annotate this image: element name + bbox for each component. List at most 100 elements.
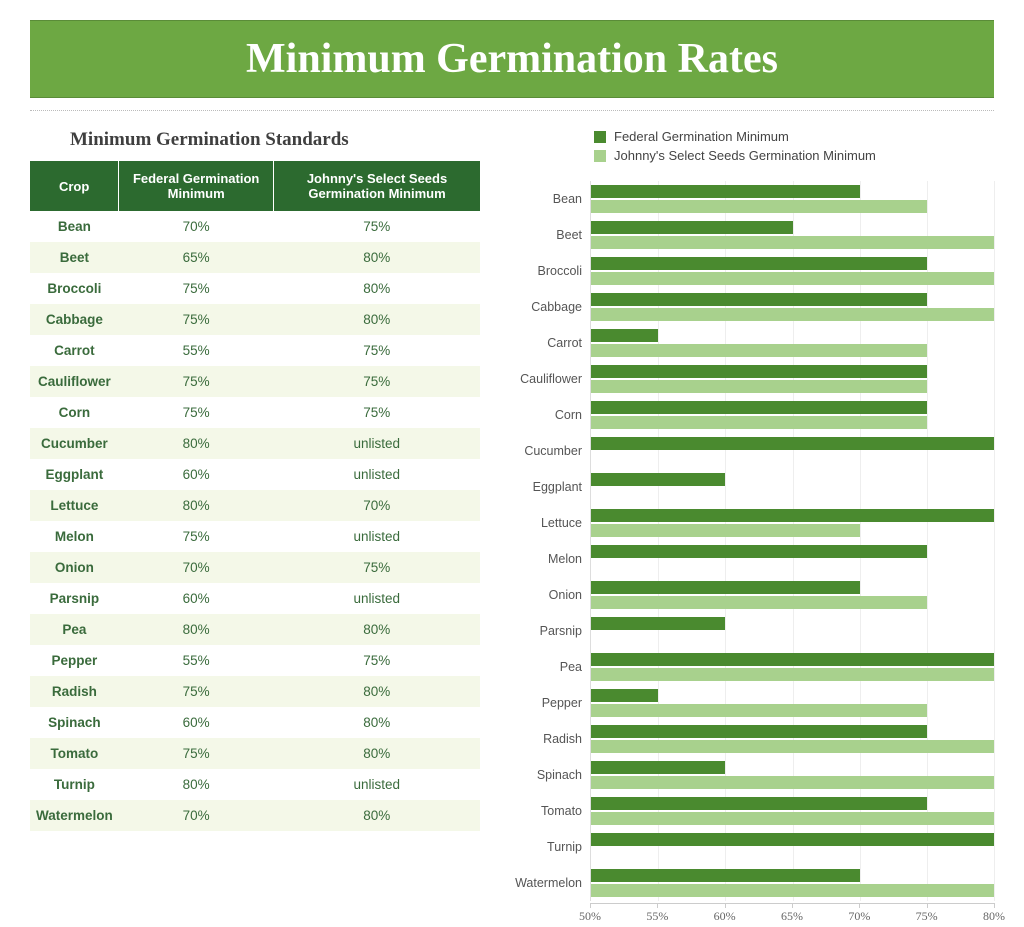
cell-federal: 80% <box>119 428 274 459</box>
cell-crop: Carrot <box>30 335 119 366</box>
cell-johnnys: 80% <box>274 614 480 645</box>
chart-row: Tomato <box>504 793 994 829</box>
chart-row-label: Radish <box>504 732 590 746</box>
table-row: Watermelon70%80% <box>30 800 480 831</box>
legend-swatch-johnnys <box>594 150 606 162</box>
cell-federal: 60% <box>119 707 274 738</box>
chart-bars <box>590 613 994 649</box>
chart-bars <box>590 685 994 721</box>
bar-federal <box>591 293 927 306</box>
cell-crop: Spinach <box>30 707 119 738</box>
chart-row: Eggplant <box>504 469 994 505</box>
bar-federal <box>591 473 725 486</box>
cell-federal: 75% <box>119 676 274 707</box>
cell-johnnys: 80% <box>274 707 480 738</box>
cell-johnnys: 75% <box>274 211 480 242</box>
chart-row: Pea <box>504 649 994 685</box>
cell-johnnys: 80% <box>274 676 480 707</box>
bar-federal <box>591 653 994 666</box>
chart-bars <box>590 289 994 325</box>
cell-crop: Pea <box>30 614 119 645</box>
bar-federal <box>591 437 994 450</box>
chart-bars <box>590 829 994 865</box>
chart-row-label: Beet <box>504 228 590 242</box>
chart-x-axis: 50%55%60%65%70%75%80% <box>590 903 994 927</box>
legend-item-johnnys: Johnny's Select Seeds Germination Minimu… <box>594 148 994 163</box>
bar-johnnys <box>591 272 994 285</box>
cell-federal: 60% <box>119 459 274 490</box>
col-johnnys: Johnny's Select Seeds Germination Minimu… <box>274 161 480 211</box>
chart-row: Corn <box>504 397 994 433</box>
chart-bars <box>590 325 994 361</box>
bar-federal <box>591 869 860 882</box>
cell-crop: Lettuce <box>30 490 119 521</box>
table-panel: Minimum Germination Standards Crop Feder… <box>30 129 480 927</box>
x-tick: 70% <box>848 904 870 924</box>
cell-johnnys: unlisted <box>274 769 480 800</box>
cell-federal: 75% <box>119 738 274 769</box>
chart-row: Pepper <box>504 685 994 721</box>
chart-row-label: Parsnip <box>504 624 590 638</box>
chart-row: Spinach <box>504 757 994 793</box>
cell-johnnys: 80% <box>274 800 480 831</box>
content-area: Minimum Germination Standards Crop Feder… <box>30 129 994 927</box>
chart-bars <box>590 721 994 757</box>
table-row: Turnip80%unlisted <box>30 769 480 800</box>
cell-crop: Turnip <box>30 769 119 800</box>
chart-row-label: Turnip <box>504 840 590 854</box>
cell-federal: 75% <box>119 366 274 397</box>
table-row: Tomato75%80% <box>30 738 480 769</box>
chart-row-label: Cauliflower <box>504 372 590 386</box>
page-title: Minimum Germination Rates <box>30 35 994 83</box>
cell-johnnys: unlisted <box>274 521 480 552</box>
cell-johnnys: 75% <box>274 552 480 583</box>
bar-johnnys <box>591 884 994 897</box>
cell-federal: 65% <box>119 242 274 273</box>
legend-label-johnnys: Johnny's Select Seeds Germination Minimu… <box>614 148 876 163</box>
table-row: Bean70%75% <box>30 211 480 242</box>
cell-crop: Pepper <box>30 645 119 676</box>
chart-bars <box>590 217 994 253</box>
cell-johnnys: 80% <box>274 304 480 335</box>
bar-federal <box>591 761 725 774</box>
chart-row-label: Watermelon <box>504 876 590 890</box>
cell-johnnys: 75% <box>274 397 480 428</box>
bar-federal <box>591 509 994 522</box>
cell-federal: 70% <box>119 800 274 831</box>
table-row: Melon75%unlisted <box>30 521 480 552</box>
chart-row-label: Tomato <box>504 804 590 818</box>
chart-panel: Federal Germination Minimum Johnny's Sel… <box>504 129 994 927</box>
chart-row-label: Melon <box>504 552 590 566</box>
cell-federal: 55% <box>119 645 274 676</box>
chart-row-label: Carrot <box>504 336 590 350</box>
cell-johnnys: 75% <box>274 366 480 397</box>
table-title: Minimum Germination Standards <box>70 129 480 151</box>
chart-row: Cauliflower <box>504 361 994 397</box>
x-tick: 50% <box>579 904 601 924</box>
cell-federal: 80% <box>119 769 274 800</box>
bar-federal <box>591 185 860 198</box>
bar-federal <box>591 401 927 414</box>
chart-row-label: Broccoli <box>504 264 590 278</box>
table-row: Beet65%80% <box>30 242 480 273</box>
table-row: Broccoli75%80% <box>30 273 480 304</box>
chart-bars <box>590 253 994 289</box>
cell-federal: 75% <box>119 397 274 428</box>
cell-crop: Cucumber <box>30 428 119 459</box>
chart-row-label: Onion <box>504 588 590 602</box>
bar-federal <box>591 797 927 810</box>
legend-item-federal: Federal Germination Minimum <box>594 129 994 144</box>
chart-row: Bean <box>504 181 994 217</box>
header-band: Minimum Germination Rates <box>30 20 994 98</box>
table-row: Radish75%80% <box>30 676 480 707</box>
bar-johnnys <box>591 308 994 321</box>
chart-row: Carrot <box>504 325 994 361</box>
bar-federal <box>591 365 927 378</box>
chart-row: Broccoli <box>504 253 994 289</box>
chart-row: Onion <box>504 577 994 613</box>
cell-crop: Broccoli <box>30 273 119 304</box>
chart-row: Cabbage <box>504 289 994 325</box>
bar-federal <box>591 545 927 558</box>
bar-johnnys <box>591 776 994 789</box>
chart-row: Watermelon <box>504 865 994 901</box>
